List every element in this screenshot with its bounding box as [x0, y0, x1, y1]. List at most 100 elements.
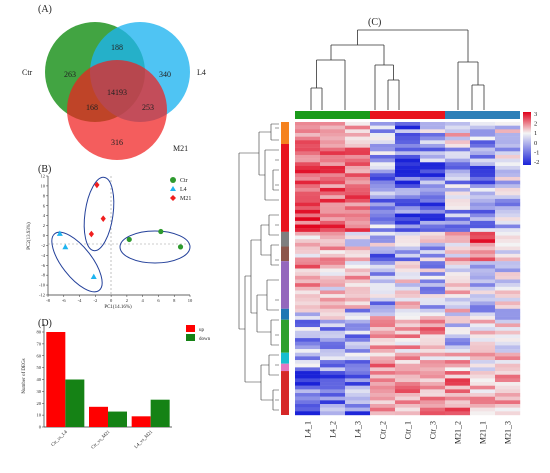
heatmap-cell [420, 389, 446, 394]
heatmap-cell [370, 349, 396, 353]
venn-label-m21: M21 [173, 144, 188, 153]
heatmap-cell [320, 257, 346, 262]
bar-category-label: Ctr_vs_M21 [91, 429, 112, 450]
heatmap-cell [345, 334, 371, 339]
heatmap-cell [470, 122, 496, 126]
heatmap-cell [395, 360, 421, 364]
pca-xtick-label: 0 [110, 298, 113, 303]
heatmap-cell [495, 385, 521, 390]
heatmap-cell [295, 180, 321, 185]
heatmap-cell [395, 404, 421, 408]
heatmap-cell [320, 334, 346, 339]
heatmap-cell [395, 209, 421, 214]
heatmap-cell [495, 338, 521, 342]
heatmap-cell [320, 283, 346, 288]
heatmap-cell [320, 349, 346, 353]
bar-up-l4_vs_m21 [131, 416, 151, 427]
heatmap-cell [370, 132, 396, 137]
heatmap-cell [395, 257, 421, 262]
heatmap-cell [370, 341, 396, 346]
heatmap-cell [470, 363, 496, 368]
heatmap-cell [295, 224, 321, 229]
heatmap-cell [295, 404, 321, 408]
heatmap-cell [345, 275, 371, 280]
pca-ytick-label: -4 [41, 253, 45, 258]
heatmap-cell [420, 396, 446, 401]
heatmap-cell [445, 162, 471, 167]
heatmap-cell [295, 239, 321, 244]
heatmap-cell [395, 297, 421, 302]
heatmap-cell [470, 180, 496, 185]
heatmap-cell [370, 184, 396, 189]
heatmap-cell [470, 268, 496, 273]
heatmap-cell [445, 345, 471, 350]
heatmap-cell [320, 374, 346, 379]
row-cluster-1 [281, 143, 289, 232]
heatmap-cell [470, 169, 496, 174]
pca-point-l4 [56, 230, 63, 236]
heatmap-cell [445, 213, 471, 218]
heatmap-cell [420, 356, 446, 361]
heatmap-cell [320, 209, 346, 214]
pca-xtick-label: 10 [188, 298, 193, 303]
heatmap-cell [295, 396, 321, 401]
bar-category-label: Ctr_vs_L4 [51, 429, 69, 447]
heatmap-cell [495, 122, 521, 126]
heatmap-cell [320, 169, 346, 174]
heatmap-cell [295, 228, 321, 233]
heatmap-cell [395, 275, 421, 280]
heatmap-cell [445, 224, 471, 229]
heatmap-cell [495, 396, 521, 401]
heatmap-cell [395, 283, 421, 288]
heatmap-cell [345, 195, 371, 200]
heatmap-cell [420, 316, 446, 320]
heatmap-cell [470, 162, 496, 167]
pca-point-l4 [62, 243, 69, 250]
heatmap-cell [370, 334, 396, 339]
bar-ytick-label: 10 [37, 413, 42, 418]
pca-ytick-label: 10 [41, 183, 46, 188]
heatmap-cell [345, 132, 371, 137]
heatmap-cell [395, 308, 421, 313]
row-cluster-3 [281, 246, 289, 262]
heatmap-cell [445, 411, 471, 416]
heatmap-cell [445, 404, 471, 408]
heatmap-cell [445, 250, 471, 255]
heatmap-cell [370, 308, 396, 313]
heatmap-cell [495, 371, 521, 375]
heatmap-cell [345, 209, 371, 214]
heatmap-cell [495, 129, 521, 134]
heatmap-cell [320, 352, 346, 357]
heatmap-cell [445, 330, 471, 335]
heatmap-cell [345, 297, 371, 302]
pca-legend-l4: L4 [180, 187, 187, 193]
heatmap-cell [295, 275, 321, 280]
heatmap-cell [420, 191, 446, 196]
heatmap-cell [470, 154, 496, 159]
heatmap-cell [395, 231, 421, 236]
heatmap-cell [420, 323, 446, 328]
heatmap-cell [495, 239, 521, 244]
pca-ytick-label: 4 [43, 213, 46, 218]
pca-legend-ctr: Ctr [180, 178, 188, 184]
heatmap-cell [445, 169, 471, 174]
heatmap-cell [345, 151, 371, 156]
heatmap-cell [495, 217, 521, 222]
heatmap-cell [395, 400, 421, 405]
heatmap-cell [370, 367, 396, 372]
heatmap-cell [420, 231, 446, 236]
heatmap-cell [320, 363, 346, 368]
heatmap-cell [470, 136, 496, 141]
heatmap-cell [320, 253, 346, 258]
heatmap-cell [445, 290, 471, 295]
heatmap-cell [320, 162, 346, 167]
heatmap-cell [495, 294, 521, 298]
heatmap-cell [420, 367, 446, 372]
pca-ytick-label: -12 [39, 293, 45, 298]
heatmap-cell [320, 165, 346, 170]
heatmap-cell [445, 327, 471, 331]
heatmap-column-label: M21_3 [504, 421, 513, 444]
row-cluster-2 [281, 231, 289, 247]
heatmap-cell [495, 279, 521, 284]
heatmap-cell [370, 400, 396, 405]
